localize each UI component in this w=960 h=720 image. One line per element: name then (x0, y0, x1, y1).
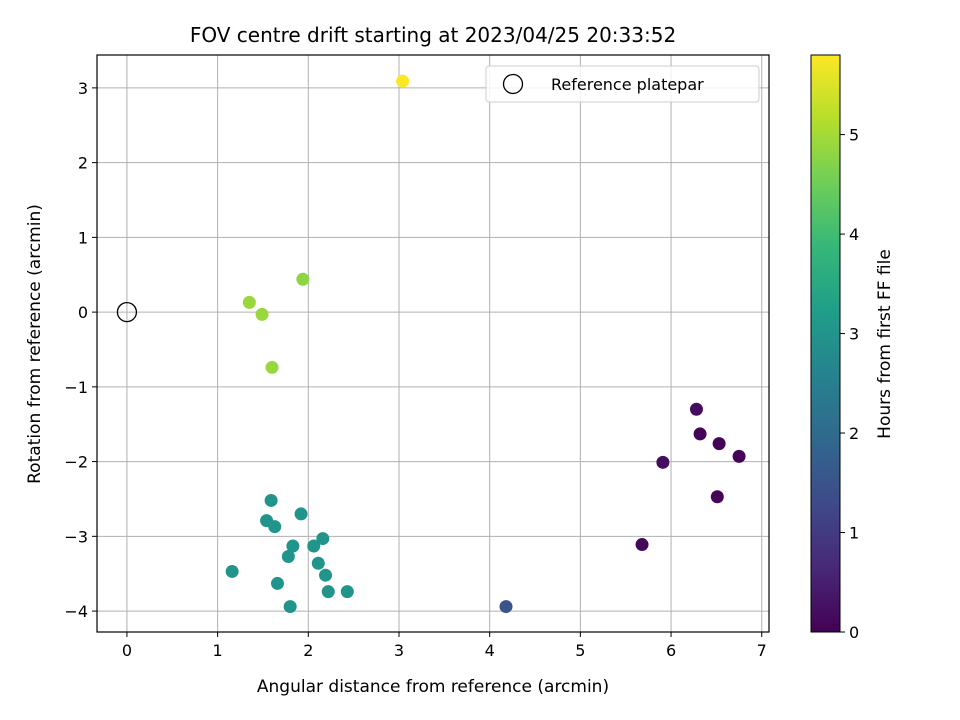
data-point (635, 538, 649, 552)
data-point (689, 402, 703, 416)
data-point (265, 360, 279, 374)
x-axis-label: Angular distance from reference (arcmin) (257, 677, 609, 697)
data-point (321, 585, 335, 599)
x-tick-label: 4 (485, 641, 495, 660)
y-tick-label: −4 (64, 602, 88, 621)
data-point (294, 507, 308, 521)
colorbar-tick-label: 2 (849, 424, 859, 443)
data-point (283, 600, 297, 614)
y-tick-label: −2 (64, 453, 88, 472)
data-point (255, 307, 269, 321)
x-tick-label: 5 (575, 641, 585, 660)
data-point (656, 455, 670, 469)
y-tick-label: 1 (78, 228, 88, 247)
data-point (242, 295, 256, 309)
y-tick-label: 2 (78, 154, 88, 173)
y-tick-label: −1 (64, 378, 88, 397)
y-tick-label: 3 (78, 79, 88, 98)
data-point (693, 427, 707, 441)
colorbar-tick-label: 5 (849, 126, 859, 145)
legend-box (485, 65, 760, 103)
data-point (270, 576, 284, 590)
y-axis-label: Rotation from reference (arcmin) (25, 204, 45, 484)
plot-frame (96, 54, 770, 633)
y-axis: −4 −3 −2 −1 0 1 2 3 (64, 79, 97, 621)
legend-label: Reference platepar (551, 75, 704, 94)
colorbar-tick-label: 3 (849, 325, 859, 344)
colorbar-tick-label: 4 (849, 225, 859, 244)
x-tick-label: 2 (303, 641, 313, 660)
colorbar-label: Hours from first FF file (875, 249, 895, 439)
data-point (316, 532, 330, 546)
y-tick-label: 0 (78, 303, 88, 322)
data-point (712, 437, 726, 451)
data-point (319, 568, 333, 582)
data-point (340, 585, 354, 599)
data-point (311, 556, 325, 570)
data-point (264, 493, 278, 507)
legend: Reference platepar (485, 65, 760, 103)
data-point (268, 520, 282, 534)
chart-title: FOV centre drift starting at 2023/04/25 … (190, 23, 676, 47)
legend-marker (502, 73, 524, 95)
x-tick-label: 7 (757, 641, 767, 660)
colorbar-tick-label: 0 (849, 623, 859, 642)
data-point (225, 564, 239, 578)
scatter-points (225, 74, 746, 614)
x-axis: 0 1 2 3 4 5 6 7 (122, 632, 767, 660)
data-point (396, 74, 410, 88)
grid (97, 55, 769, 632)
colorbar-tick-label: 1 (849, 524, 859, 543)
reference-point (116, 301, 138, 323)
reference-layer (116, 301, 138, 323)
data-point (307, 539, 321, 553)
colorbar-gradient (810, 54, 841, 633)
colorbar: 0 1 2 3 4 5 Hours from first FF file (810, 54, 895, 642)
x-tick-label: 6 (666, 641, 676, 660)
data-point (732, 449, 746, 463)
y-tick-label: −3 (64, 527, 88, 546)
data-point (710, 490, 724, 504)
data-point (499, 600, 513, 614)
data-point (296, 272, 310, 286)
x-tick-label: 0 (122, 641, 132, 660)
data-point (286, 539, 300, 553)
data-point (281, 550, 295, 564)
x-tick-label: 1 (213, 641, 223, 660)
x-tick-label: 3 (394, 641, 404, 660)
colorbar-ticks: 0 1 2 3 4 5 (840, 126, 859, 642)
